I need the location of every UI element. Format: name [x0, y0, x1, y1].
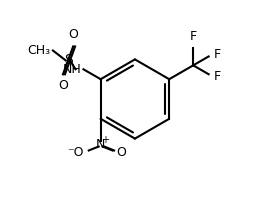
Text: O: O	[68, 29, 78, 42]
Text: S: S	[64, 53, 72, 67]
Text: F: F	[214, 70, 221, 83]
Text: N: N	[96, 138, 105, 151]
Text: +: +	[101, 135, 109, 145]
Text: F: F	[214, 48, 221, 61]
Text: O: O	[58, 79, 68, 92]
Text: NH: NH	[63, 63, 82, 76]
Text: O: O	[117, 146, 126, 159]
Text: ⁻O: ⁻O	[67, 146, 84, 159]
Text: CH₃: CH₃	[27, 44, 50, 57]
Text: F: F	[190, 30, 197, 43]
